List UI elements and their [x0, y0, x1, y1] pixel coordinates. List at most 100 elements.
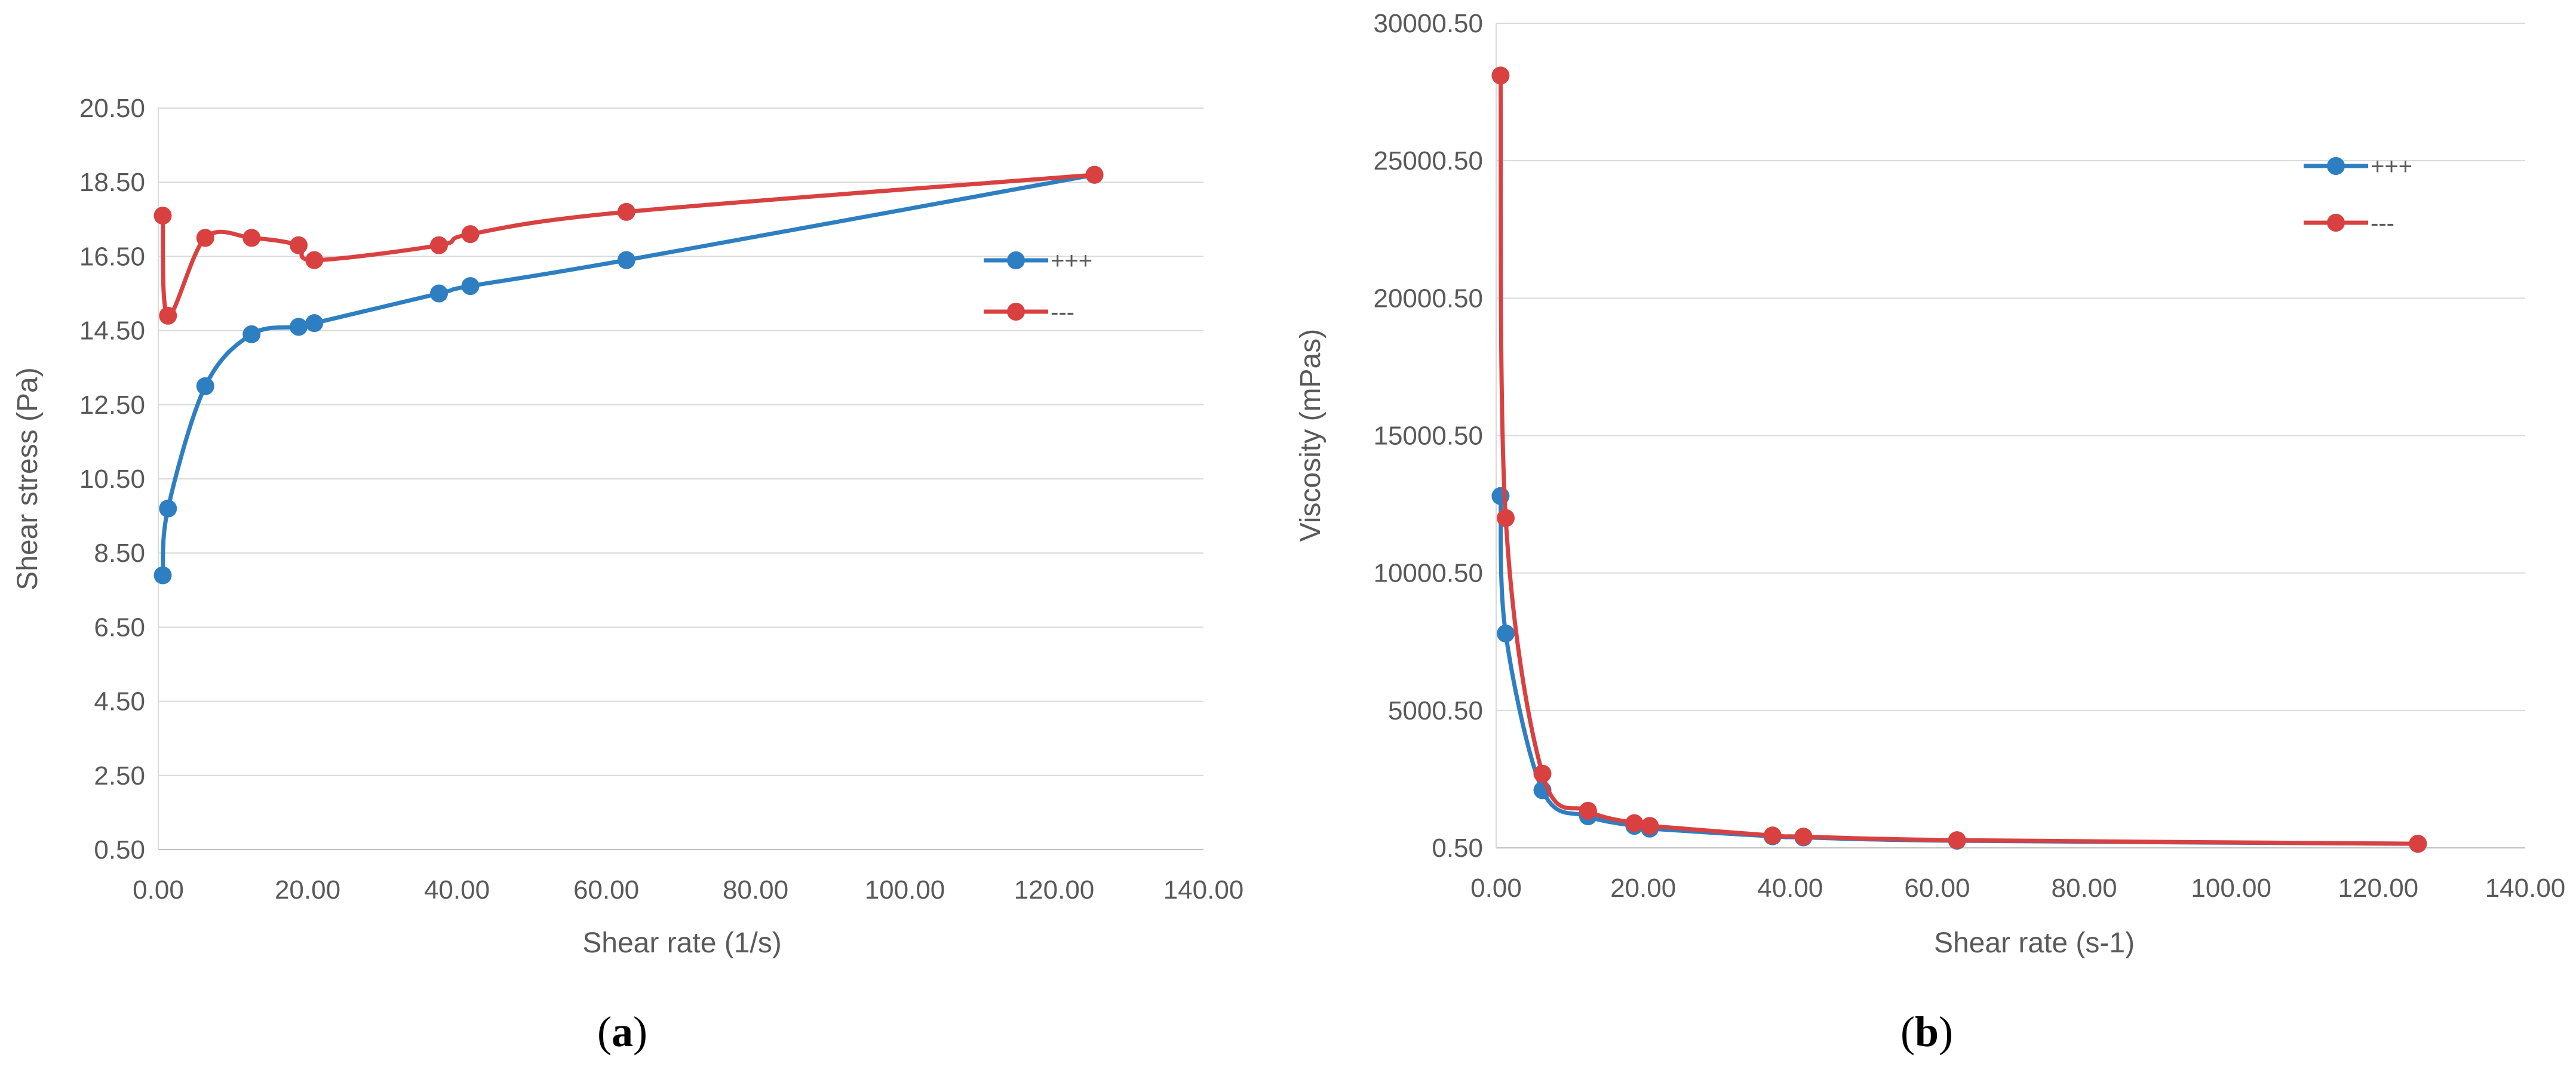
x-tick-label: 120.00 [2338, 874, 2419, 903]
data-point [196, 229, 214, 247]
panel-label-a: (a) [597, 1008, 647, 1056]
panel-label-a-close: ) [633, 1008, 647, 1056]
y-tick-label: 20000.50 [1373, 284, 1483, 313]
x-tick-label: 40.00 [424, 875, 490, 905]
data-point [1491, 66, 1510, 85]
legend-marker [2327, 157, 2345, 175]
legend-label: --- [1051, 299, 1074, 325]
data-point [1533, 764, 1552, 783]
data-point [1641, 817, 1659, 835]
data-point [617, 202, 635, 221]
y-tick-label: 15000.50 [1373, 422, 1483, 451]
x-tick-label: 100.00 [865, 875, 945, 905]
series-line-minus [1498, 75, 2418, 846]
chart-a-y-tick-labels: 0.50 2.50 4.50 6.50 8.50 10.50 12.50 14.50 16.50… [79, 94, 145, 865]
x-tick-label: 0.00 [133, 875, 184, 905]
y-tick-label: 2.50 [94, 761, 145, 791]
data-point [242, 229, 261, 247]
x-tick-label: 60.00 [573, 875, 639, 905]
y-tick-label: 12.50 [79, 390, 145, 420]
y-tick-label: 10.50 [79, 465, 145, 494]
chart-b-x-axis-title: Shear rate (s-1) [1934, 927, 2135, 959]
data-point [153, 566, 172, 585]
data-point [1579, 801, 1597, 820]
data-point [1948, 831, 1966, 850]
y-tick-label: 0.50 [1432, 834, 1483, 863]
x-tick-label: 20.00 [275, 875, 340, 905]
chart-a: 0.50 2.50 4.50 6.50 8.50 10.50 12.50 14.50 16.50… [12, 94, 1244, 1056]
chart-a-y-axis-title: Shear stress (Pa) [12, 367, 44, 590]
legend-label: +++ [2371, 153, 2412, 180]
x-tick-label: 140.00 [1163, 875, 1244, 905]
panel-label-b: (b) [1900, 1008, 1953, 1056]
y-tick-label: 10000.50 [1373, 559, 1483, 588]
series-line-plus [1498, 496, 2418, 846]
x-tick-label: 60.00 [1904, 874, 1970, 903]
y-tick-label: 5000.50 [1388, 696, 1483, 725]
data-point [461, 277, 480, 296]
data-point [1763, 826, 1782, 845]
data-point [2409, 835, 2427, 853]
data-point [1496, 509, 1515, 527]
data-point [1625, 814, 1644, 832]
data-point [1085, 165, 1104, 184]
chart-a-x-axis-title: Shear rate (1/s) [582, 927, 781, 959]
y-tick-label: 25000.50 [1373, 146, 1483, 176]
data-point [430, 236, 448, 254]
x-tick-label: 0.00 [1470, 874, 1522, 903]
legend-marker [2327, 214, 2345, 232]
data-point [242, 325, 261, 343]
panel-label-a-open: ( [597, 1008, 612, 1056]
chart-a-gridlines [158, 107, 1203, 776]
data-point [1496, 624, 1515, 642]
data-point [305, 251, 324, 269]
y-tick-label: 6.50 [94, 613, 145, 642]
chart-b-series [1491, 66, 2427, 853]
data-point [461, 225, 480, 244]
data-point [290, 318, 308, 336]
chart-b-y-axis-title: Viscosity (mPas) [1295, 329, 1327, 542]
chart-b: 0.50 5000.50 10000.50 15000.50 20000.50 25000… [1295, 9, 2565, 1056]
panel-label-a-letter: a [612, 1008, 633, 1056]
series-line-minus [161, 173, 1095, 318]
chart-a-x-tick-labels: 0.00 20.00 40.00 60.00 80.00 100.00 120.00 140.… [133, 875, 1244, 905]
chart-b-y-tick-labels: 0.50 5000.50 10000.50 15000.50 20000.50 25000… [1373, 9, 1483, 863]
data-point [153, 207, 172, 225]
x-tick-label: 80.00 [723, 875, 788, 905]
x-tick-label: 80.00 [2052, 874, 2117, 903]
y-tick-label: 4.50 [94, 687, 145, 717]
x-tick-label: 20.00 [1610, 874, 1676, 903]
y-tick-label: 30000.50 [1373, 9, 1483, 38]
legend-marker [1007, 251, 1025, 269]
y-tick-label: 8.50 [94, 539, 145, 568]
data-point [196, 377, 214, 395]
panel-label-b-open: ( [1900, 1008, 1915, 1056]
data-point [305, 314, 324, 333]
chart-b-x-tick-labels: 0.00 20.00 40.00 60.00 80.00 100.00 120.00 140.… [1470, 874, 2565, 903]
y-tick-label: 18.50 [79, 168, 145, 197]
chart-a-legend: +++ --- [984, 248, 1092, 325]
legend-label: --- [2371, 210, 2394, 236]
data-point [290, 236, 308, 254]
legend-label: +++ [1051, 248, 1092, 274]
data-point [159, 499, 177, 518]
panel-label-b-letter: b [1915, 1008, 1939, 1056]
series-line-plus [161, 173, 1095, 576]
data-point [1794, 828, 1813, 846]
x-tick-label: 100.00 [2191, 874, 2271, 903]
y-tick-label: 14.50 [79, 316, 145, 346]
chart-b-legend: +++ --- [2304, 153, 2412, 236]
data-point [617, 251, 635, 269]
y-tick-label: 0.50 [94, 835, 145, 865]
y-tick-label: 16.50 [79, 242, 145, 271]
x-tick-label: 140.00 [2485, 874, 2566, 903]
data-point [159, 306, 177, 325]
legend-marker [1007, 303, 1025, 321]
panel-label-b-close: ) [1939, 1008, 1953, 1056]
chart-a-series [153, 165, 1104, 585]
x-tick-label: 120.00 [1014, 875, 1095, 905]
y-tick-label: 20.50 [79, 94, 145, 123]
chart-b-gridlines [1496, 23, 2525, 711]
x-tick-label: 40.00 [1757, 874, 1823, 903]
